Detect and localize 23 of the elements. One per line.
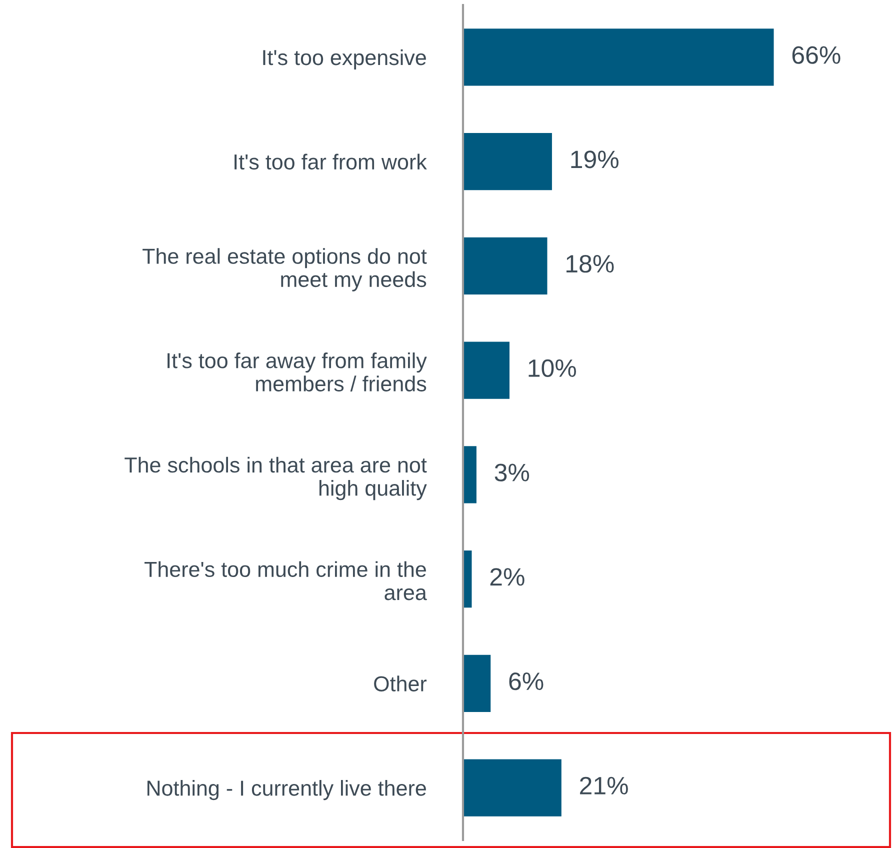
bar <box>463 444 478 505</box>
data-label: 18% <box>566 254 614 273</box>
y-tick-label: It's too expensive <box>263 49 426 70</box>
data-label: 6% <box>509 672 544 690</box>
bar <box>463 27 776 88</box>
y-tick-label: The real estate options do not meet my needs <box>142 248 427 292</box>
y-tick-label: Nothing - I currently live there <box>148 780 426 800</box>
data-label: 21% <box>580 776 628 794</box>
y-tick-label: Other <box>374 676 427 692</box>
y-tick-label: It's too far from work <box>234 154 427 170</box>
bar <box>463 654 492 714</box>
bar <box>463 132 554 192</box>
y-tick-label: There's too much crime in the area <box>144 561 427 600</box>
data-label: 10% <box>528 359 576 378</box>
data-label: 66% <box>792 46 840 64</box>
data-label: 2% <box>490 568 524 586</box>
bar <box>463 236 549 296</box>
y-tick-label: The schools in that area are not high quality <box>124 456 427 500</box>
bar <box>463 340 511 400</box>
bar <box>463 758 563 818</box>
data-label: 19% <box>571 150 618 168</box>
y-tick-label: It's too far away from family members / friends <box>168 352 427 392</box>
data-label: 3% <box>494 464 530 482</box>
